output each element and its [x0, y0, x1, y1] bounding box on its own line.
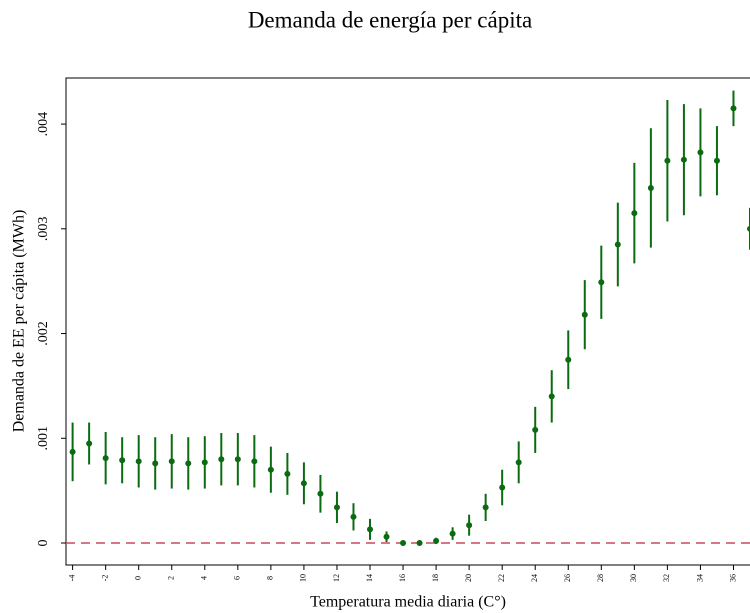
x-tick-label: 14 [365, 574, 374, 582]
point [449, 530, 456, 537]
point [185, 460, 192, 467]
point [69, 448, 76, 455]
point [251, 458, 258, 465]
x-tick-label: 34 [695, 574, 704, 582]
x-tick-label: 32 [662, 574, 671, 582]
x-axis-label: Temperatura media diaria (C°) [310, 594, 506, 611]
x-tick-label: 4 [200, 576, 209, 580]
x-tick-label: 22 [497, 574, 506, 582]
plot-frame [65, 77, 750, 566]
x-tick-label: 0 [134, 576, 143, 580]
x-tick-label: 16 [398, 574, 407, 582]
point [631, 210, 638, 217]
point [333, 504, 340, 511]
point [466, 522, 473, 529]
x-tick-label: 30 [629, 574, 638, 582]
x-tick-label: 12 [332, 574, 341, 582]
x-tick-label: 10 [299, 574, 308, 582]
y-tick-label: .004 [36, 112, 51, 137]
point [747, 225, 750, 232]
point [614, 241, 621, 248]
x-tick-label: -4 [67, 575, 76, 582]
x-tick-label: 6 [233, 576, 242, 580]
point [664, 157, 671, 164]
point [86, 440, 93, 447]
point [433, 537, 440, 544]
point [565, 356, 572, 363]
point [234, 456, 241, 463]
point [416, 540, 423, 547]
point [515, 459, 522, 466]
point [284, 470, 291, 477]
y-tick-label: .003 [36, 217, 51, 242]
point [581, 311, 588, 318]
y-axis-label: Demanda de EE per cápita (MWh) [11, 210, 28, 433]
point [730, 105, 737, 112]
x-tick-label: 24 [530, 574, 539, 582]
x-tick-label: 28 [596, 574, 605, 582]
y-tick-label: .001 [36, 426, 51, 451]
point [267, 466, 274, 473]
point [317, 490, 324, 497]
x-tick-label: 36 [728, 574, 737, 582]
y-tick-label: 0 [36, 540, 51, 547]
point [532, 426, 539, 433]
x-tick-label: 20 [464, 574, 473, 582]
x-tick-label: -2 [100, 575, 109, 582]
point [400, 540, 407, 547]
point [152, 460, 159, 467]
point [168, 458, 175, 465]
point [499, 484, 506, 491]
point [680, 156, 687, 163]
point [598, 279, 605, 286]
point [218, 456, 225, 463]
point [135, 458, 142, 465]
point [647, 184, 654, 191]
point [713, 157, 720, 164]
x-tick-label: 2 [167, 576, 176, 580]
point [548, 393, 555, 400]
x-tick-label: 26 [563, 574, 572, 582]
point [119, 457, 126, 464]
point [482, 504, 489, 511]
point [300, 480, 307, 487]
point [383, 533, 390, 540]
point [102, 455, 109, 462]
point [367, 526, 373, 533]
point [201, 459, 208, 466]
y-tick-label: .002 [36, 321, 51, 346]
x-tick-label: 8 [266, 576, 275, 580]
x-tick-label: 18 [431, 574, 440, 582]
chart-title: Demanda de energía per cápita [248, 7, 532, 32]
point [350, 513, 357, 520]
point [697, 149, 704, 156]
